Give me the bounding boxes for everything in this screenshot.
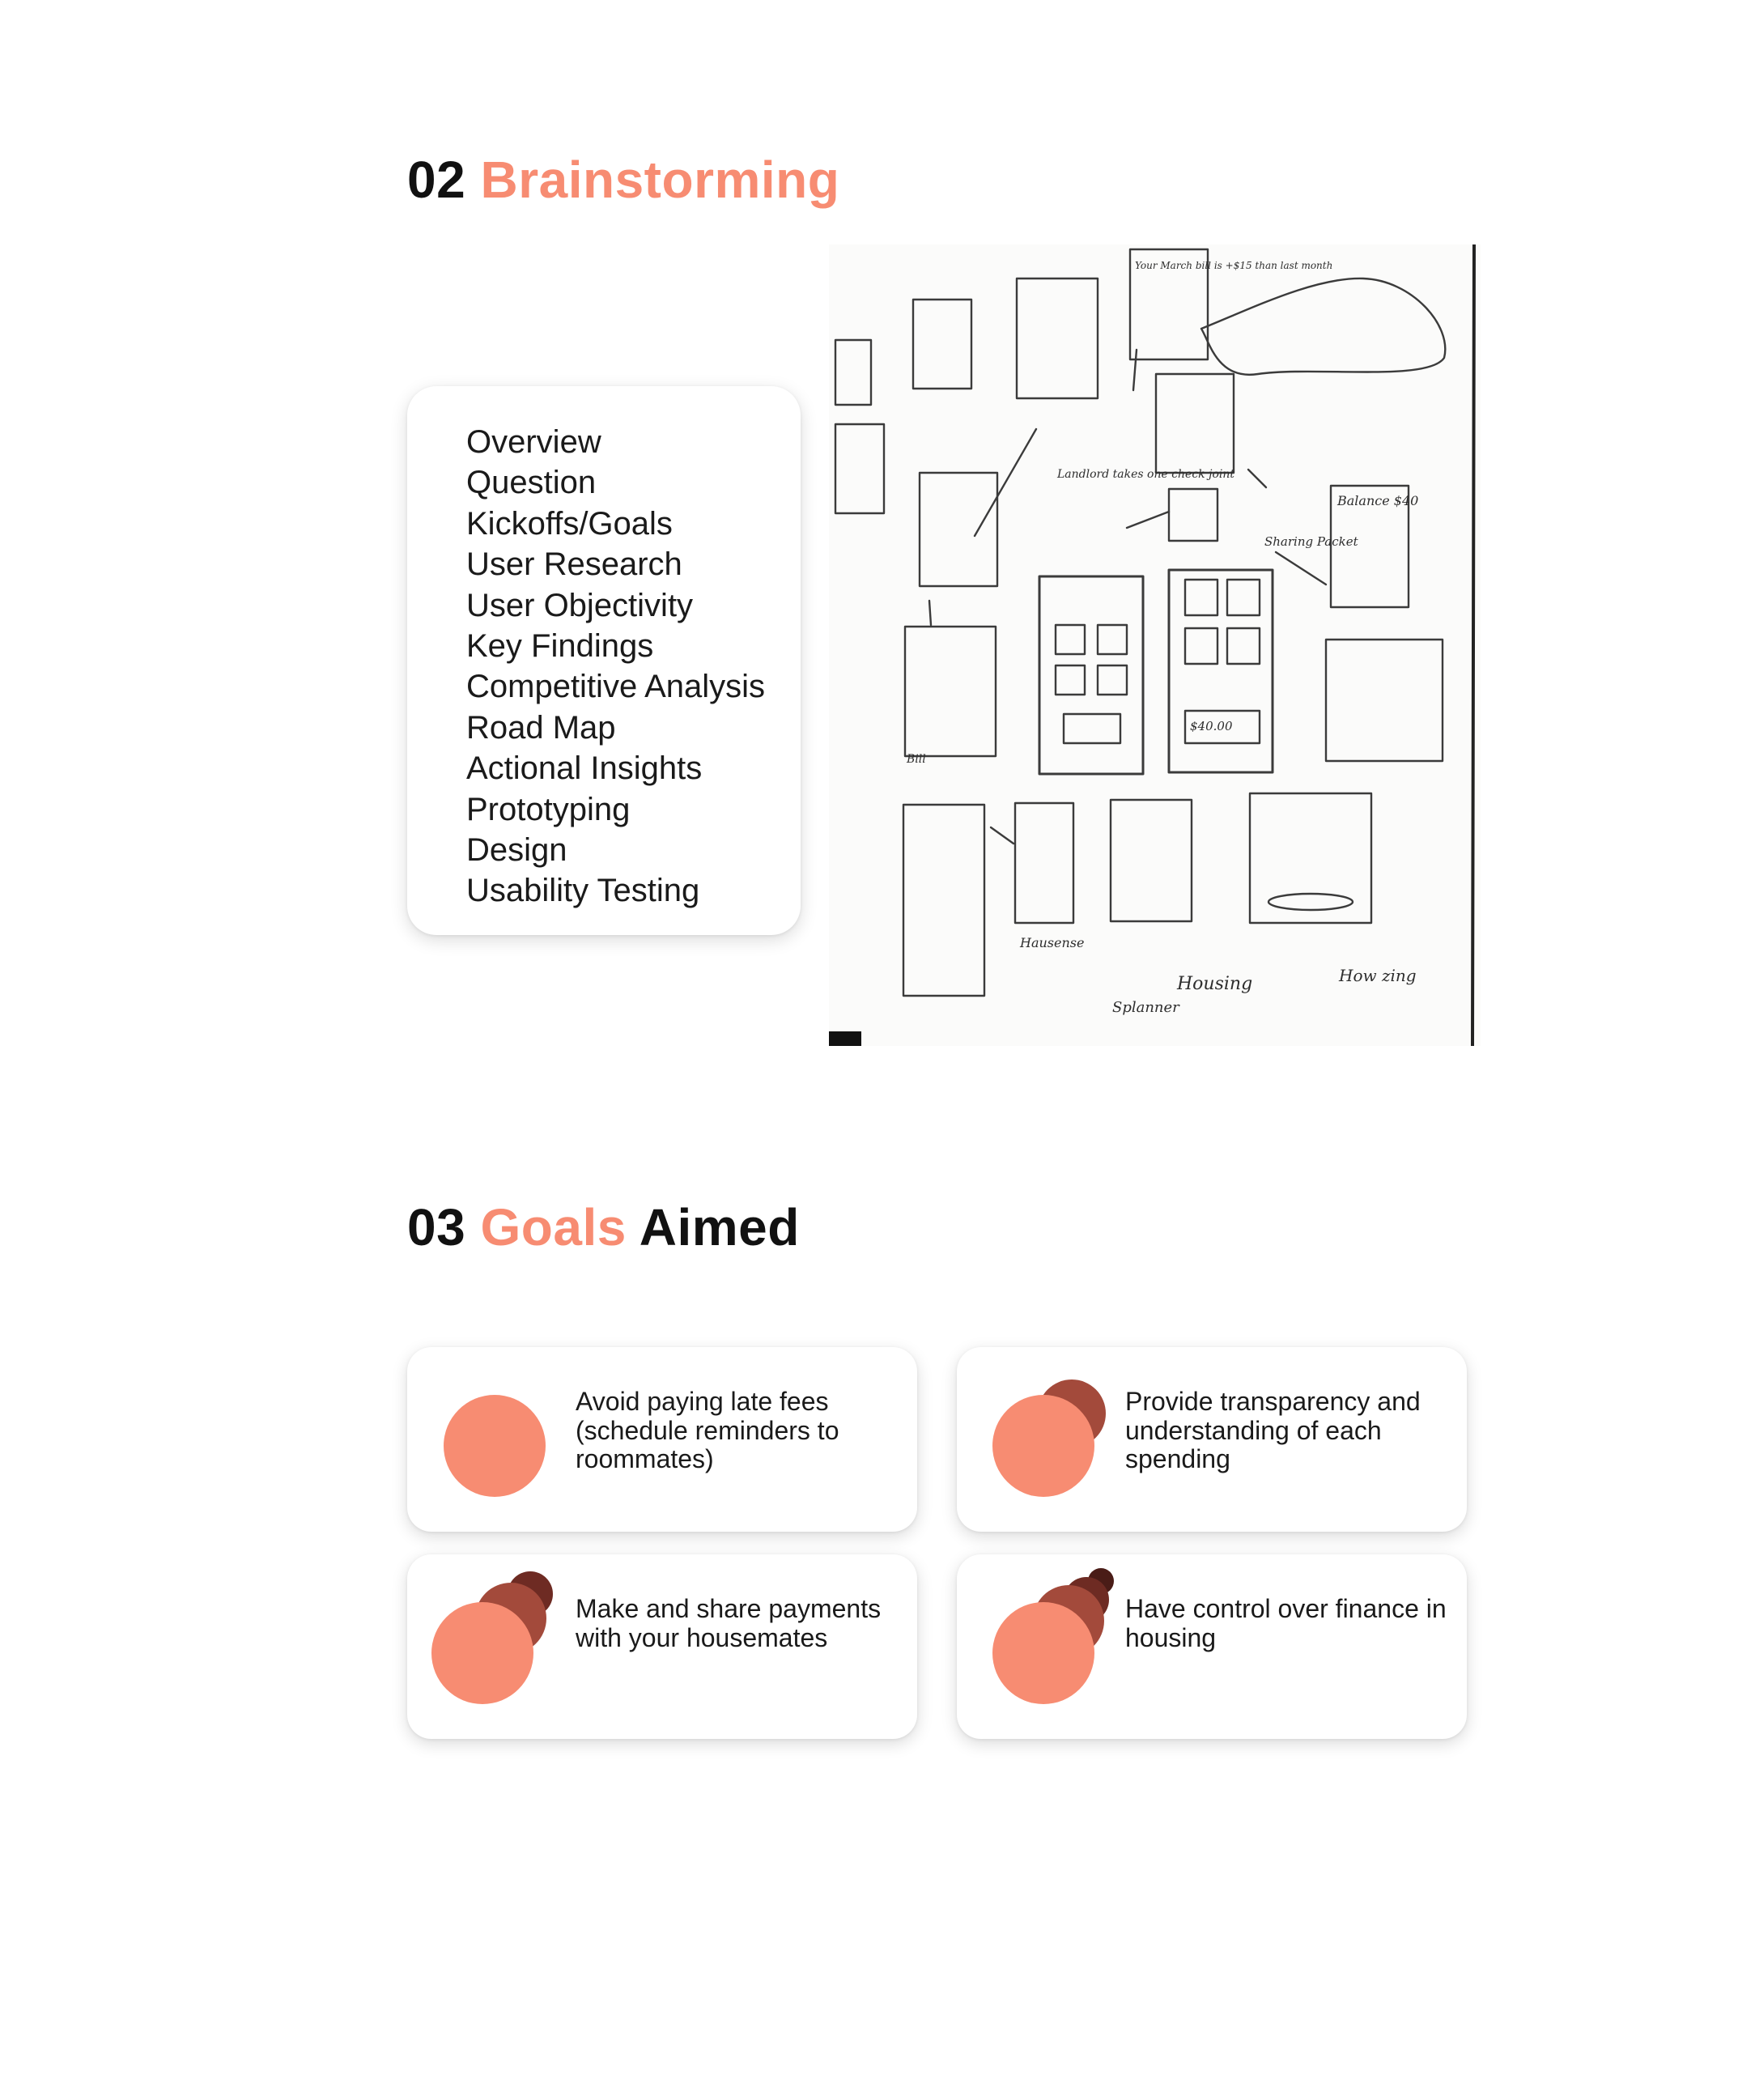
sketch-note: Housing bbox=[1176, 974, 1252, 994]
sketch-note: Balance $40 bbox=[1336, 493, 1418, 508]
toc-item[interactable]: Actional Insights bbox=[466, 750, 703, 787]
goal-card: Make and share payments with your housem… bbox=[407, 1554, 917, 1739]
section-heading-brainstorming: 02 Brainstorming bbox=[407, 154, 839, 206]
sketch-note: Sharing Packet bbox=[1264, 534, 1359, 549]
toc-item[interactable]: Prototyping bbox=[466, 791, 631, 827]
goal-circles-icon bbox=[431, 1571, 553, 1704]
toc-item[interactable]: Overview bbox=[466, 424, 601, 460]
goal-text: Have control over finance in housing bbox=[1125, 1594, 1447, 1652]
sketch-note: Your March bill is +$15 than last month bbox=[1135, 260, 1332, 271]
toc-list: Overview Question Kickoffs/Goals User Resea… bbox=[466, 422, 765, 912]
toc-item[interactable]: Road Map bbox=[466, 709, 616, 746]
goal-circles-icon bbox=[992, 1568, 1114, 1704]
toc-item[interactable]: Design bbox=[466, 832, 567, 869]
goal-card: Provide transparency and understanding o… bbox=[957, 1347, 1467, 1532]
sketch-note: How zing bbox=[1338, 966, 1417, 985]
section-title-rest: Aimed bbox=[639, 1198, 800, 1256]
section-number: 02 bbox=[407, 151, 466, 209]
goal-text: Make and share payments with your housem… bbox=[576, 1594, 882, 1652]
goal-text: Avoid paying late fees (schedule reminde… bbox=[576, 1387, 839, 1473]
sketch-note: Landlord takes one check joint bbox=[1056, 468, 1234, 481]
toc-item[interactable]: Usability Testing bbox=[466, 873, 700, 909]
toc-item[interactable]: User Research bbox=[466, 546, 682, 583]
section-heading-goals: 03 Goals Aimed bbox=[407, 1201, 800, 1253]
sketch-drawing: Your March bill is +$15 than last month … bbox=[829, 244, 1476, 1046]
sketch-note: Hausense bbox=[1019, 935, 1084, 950]
toc-item[interactable]: Competitive Analysis bbox=[466, 669, 766, 705]
goal-circles-icon bbox=[992, 1379, 1106, 1497]
table-of-contents: Overview Question Kickoffs/Goals User Resea… bbox=[407, 386, 801, 935]
goal-card: Have control over finance in housing bbox=[957, 1554, 1467, 1739]
toc-item[interactable]: Key Findings bbox=[466, 628, 654, 665]
section-title-accent: Goals bbox=[480, 1198, 627, 1256]
toc-item[interactable]: Question bbox=[466, 465, 597, 501]
sketch-note: Bill bbox=[906, 753, 926, 766]
toc-item[interactable]: User Objectivity bbox=[466, 587, 694, 623]
sketch-note: $40.00 bbox=[1190, 719, 1233, 733]
section-title: Brainstorming bbox=[480, 151, 840, 209]
section-number: 03 bbox=[407, 1198, 466, 1256]
sketch-note: Splanner bbox=[1112, 999, 1180, 1016]
goal-card: Avoid paying late fees (schedule reminde… bbox=[407, 1347, 917, 1532]
toc-item[interactable]: Kickoffs/Goals bbox=[466, 505, 673, 542]
brainstorming-sketch-photo: Your March bill is +$15 than last month … bbox=[829, 244, 1481, 1046]
goal-circle-icon bbox=[444, 1395, 546, 1497]
goal-text: Provide transparency and understanding o… bbox=[1125, 1387, 1421, 1473]
